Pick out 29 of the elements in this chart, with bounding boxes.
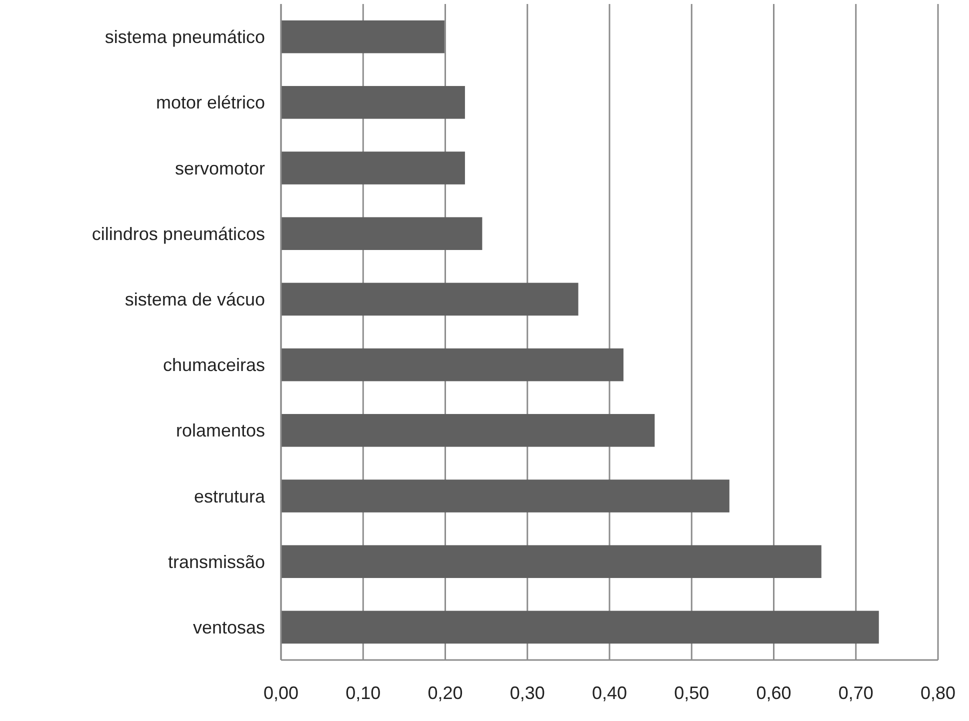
bar: [281, 86, 465, 119]
x-tick-label: 0,80: [920, 683, 956, 703]
x-tick-label: 0,50: [674, 683, 710, 703]
bar: [281, 610, 879, 644]
y-tick-label: ventosas: [192, 618, 265, 638]
y-tick-label: servomotor: [174, 158, 265, 178]
x-tick-label: 0,60: [756, 683, 792, 703]
y-tick-label: rolamentos: [176, 420, 265, 441]
x-tick-label: 0,10: [346, 683, 381, 703]
x-tick-label: 0,40: [592, 683, 628, 703]
bar: [281, 152, 465, 184]
bar: [281, 480, 730, 512]
y-tick-label: chumaceiras: [162, 355, 265, 376]
bar: [281, 414, 655, 447]
y-tick-label: estrutura: [194, 486, 266, 506]
bar: [281, 20, 444, 54]
bar: [281, 282, 578, 316]
x-tick-label: 0,20: [428, 683, 463, 703]
y-tick-label: motor elétrico: [156, 92, 265, 113]
bar: [281, 348, 624, 382]
x-tick-label: 0,30: [510, 683, 545, 703]
bar: [281, 217, 482, 250]
y-tick-label: cilindros pneumáticos: [92, 224, 265, 244]
y-tick-label: transmissão: [168, 552, 265, 572]
x-tick-label: 0,70: [838, 683, 874, 703]
x-tick-label: 0,00: [263, 683, 299, 703]
y-tick-label: sistema pneumático: [104, 27, 265, 48]
bar: [281, 545, 822, 578]
y-tick-label: sistema de vácuo: [124, 290, 265, 310]
